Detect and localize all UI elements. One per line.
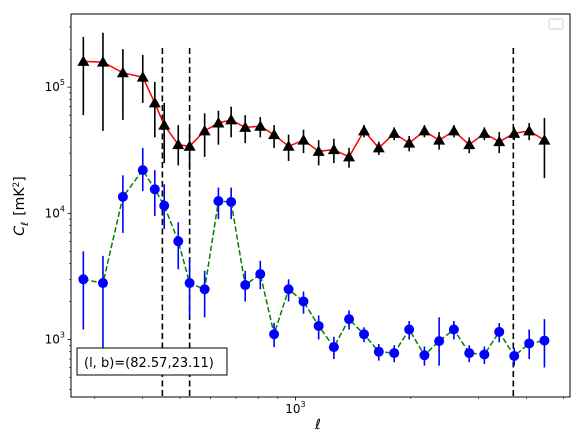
circle-marker	[539, 335, 550, 346]
circle-marker	[137, 165, 148, 176]
y-axis-label-unit: [mK	[12, 187, 28, 216]
annotation: (l, b)=(82.57,23.11)	[76, 347, 228, 376]
y-axis-label-unit-close: ]	[12, 176, 28, 181]
triangle-marker	[493, 135, 506, 147]
circle-marker	[344, 314, 355, 325]
circle-marker	[479, 349, 490, 360]
circle-marker	[313, 320, 324, 331]
circle-marker	[159, 200, 170, 211]
triangle-marker	[358, 124, 371, 136]
triangle-marker	[297, 134, 310, 145]
circle-marker	[509, 350, 520, 361]
triangle-marker	[268, 128, 281, 140]
triangle-marker	[388, 127, 401, 138]
triangle-marker	[327, 143, 340, 155]
circle-marker	[269, 329, 280, 340]
triangle-marker	[136, 71, 149, 82]
series-line-circle	[83, 168, 545, 358]
y-tick-label: 104	[45, 204, 65, 220]
y-tick-label: 105	[45, 78, 65, 94]
triangle-marker	[478, 127, 491, 138]
series-line-triangle	[83, 60, 545, 158]
triangle-marker	[183, 140, 196, 151]
triangle-marker	[172, 138, 185, 150]
y-tick-label-base: 10	[45, 332, 60, 346]
circle-marker	[117, 191, 128, 202]
circle-marker	[173, 236, 184, 247]
circle-marker	[373, 346, 384, 357]
triangle-marker	[198, 124, 211, 136]
triangle-marker	[254, 120, 267, 131]
triangle-marker	[312, 145, 325, 156]
y-axis-label-sub: ℓ	[20, 222, 31, 226]
triangle-marker	[372, 141, 385, 153]
circle-marker	[464, 348, 475, 359]
triangle-marker	[523, 124, 536, 136]
triangle-marker	[77, 55, 90, 66]
triangle-marker	[96, 56, 109, 67]
y-tick-label-base: 10	[45, 80, 60, 94]
triangle-marker	[212, 116, 225, 128]
circle-marker	[97, 278, 108, 289]
x-tick-label-exp: 3	[300, 400, 305, 409]
triangle-marker	[403, 137, 416, 148]
circle-marker	[298, 296, 309, 307]
y-axis-label-unit-sup: 2	[12, 182, 22, 188]
y-tick-label-exp: 4	[60, 204, 65, 213]
triangle-marker	[148, 96, 161, 108]
circle-marker	[404, 324, 415, 335]
y-tick-label: 103	[45, 330, 65, 346]
triangle-marker	[538, 134, 551, 145]
circle-marker	[328, 342, 339, 353]
circle-marker	[419, 350, 430, 361]
y-axis-label-main: C	[12, 226, 28, 236]
triangle-marker	[433, 134, 446, 145]
circle-marker	[226, 196, 237, 207]
y-axis-label: Cℓ [mK2]	[12, 176, 31, 235]
triangle-marker	[225, 113, 238, 125]
circle-marker	[184, 278, 195, 289]
annotation-text: (l, b)=(82.57,23.11)	[84, 356, 214, 371]
circle-marker	[78, 274, 89, 285]
legend-box	[548, 18, 564, 30]
triangle-marker	[418, 124, 431, 136]
circle-marker	[149, 184, 160, 195]
x-axis-label: ℓ	[314, 417, 321, 433]
plot-frame	[70, 13, 571, 398]
annotation-box	[76, 347, 228, 376]
y-tick-label-base: 10	[45, 206, 60, 220]
x-tick-label-base: 10	[285, 402, 300, 416]
circle-marker	[359, 329, 370, 340]
triangle-marker	[447, 124, 460, 136]
circle-marker	[434, 336, 445, 347]
triangle-marker	[463, 138, 476, 150]
y-tick-label-exp: 5	[60, 78, 65, 87]
circle-marker	[240, 280, 251, 291]
circle-marker	[255, 269, 266, 280]
circle-marker	[213, 196, 224, 207]
triangle-marker	[158, 119, 171, 130]
circle-marker	[389, 348, 400, 359]
triangle-marker	[282, 140, 295, 151]
triangle-marker	[508, 127, 521, 138]
triangle-marker	[343, 150, 356, 162]
triangle-marker	[116, 66, 129, 78]
circle-marker	[494, 326, 505, 337]
triangle-marker	[239, 121, 252, 132]
circle-marker	[283, 284, 294, 295]
circle-marker	[199, 284, 210, 295]
circle-marker	[448, 324, 459, 335]
y-tick-label-exp: 3	[60, 330, 65, 339]
x-tick-label: 103	[285, 400, 305, 416]
circle-marker	[524, 338, 535, 349]
